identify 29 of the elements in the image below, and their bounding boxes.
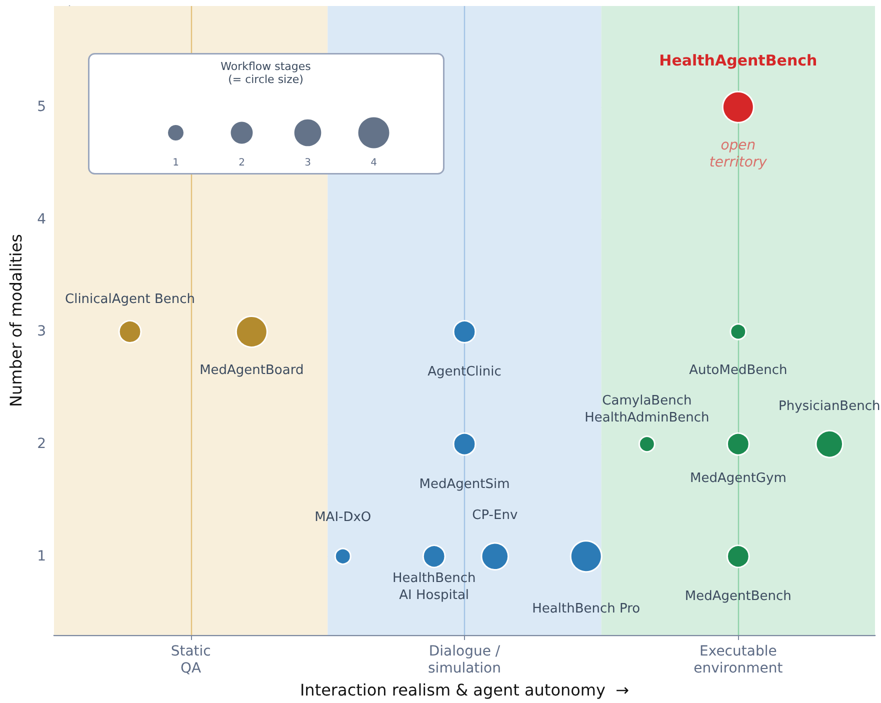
- x-axis-title: Interaction realism & agent autonomy →: [300, 680, 630, 700]
- x-tick-label: Static QA: [170, 644, 211, 676]
- text: MedAgentSim: [419, 476, 510, 492]
- text: HealthAgentBench: [659, 51, 818, 70]
- x-tick-label: Executable environment: [694, 644, 784, 676]
- legend-label: 3: [304, 157, 311, 168]
- x-tick-label: Dialogue / simulation: [428, 644, 501, 676]
- y-tick-label: 5: [37, 99, 46, 116]
- text: CP-Env: [472, 508, 518, 524]
- text: HealthBench Pro: [532, 602, 640, 617]
- y-tick-label: 2: [37, 436, 46, 452]
- series-label: PhysicianBench: [778, 398, 880, 414]
- legend-title: Workflow stages (= circle size): [220, 60, 312, 86]
- y-axis-title: Number of modalities: [6, 234, 26, 407]
- text: MAI-DxO: [314, 510, 372, 525]
- legend-label: 1: [172, 157, 179, 168]
- text: AutoMedBench: [689, 363, 788, 378]
- legend-label: 4: [370, 157, 377, 168]
- text: AgentClinic: [428, 364, 502, 380]
- y-tick-label: 1: [37, 548, 46, 564]
- text: CamylaBench HealthAdminBench: [584, 394, 710, 426]
- text: MedAgentBench: [684, 589, 792, 604]
- series-label: ClinicalAgent Bench: [64, 292, 196, 308]
- y-tick-label: 3: [37, 324, 46, 340]
- series-label: MedAgentGym: [690, 470, 786, 486]
- legend-label: 2: [238, 157, 245, 168]
- y-tick-label: 4: [37, 211, 46, 228]
- series-label: MedAgentBoard: [200, 362, 304, 378]
- series-label: HealthBench AI Hospital: [392, 571, 476, 604]
